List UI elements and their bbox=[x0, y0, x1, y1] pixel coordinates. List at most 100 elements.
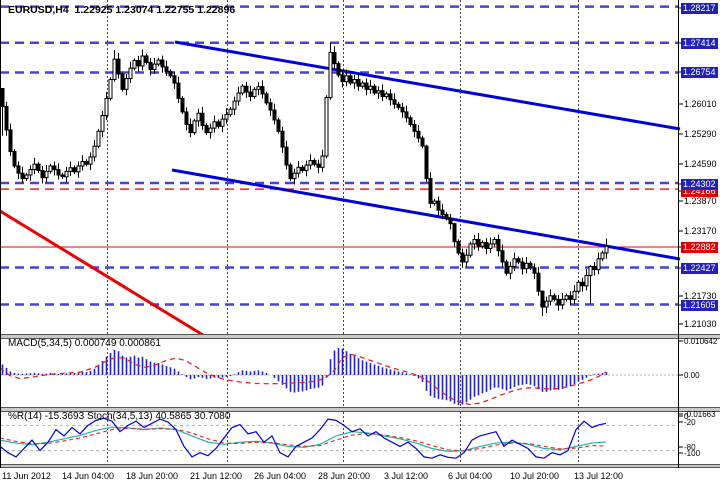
bear-candle bbox=[268, 102, 273, 111]
bear-candle bbox=[412, 124, 417, 132]
price-tick-label: 1.24590 bbox=[684, 159, 717, 169]
bull-candle bbox=[308, 160, 313, 166]
bear-candle bbox=[272, 109, 277, 121]
pane-separator[interactable] bbox=[0, 334, 720, 339]
bear-candle bbox=[476, 238, 481, 247]
bull-candle bbox=[156, 59, 161, 65]
bear-candle bbox=[84, 160, 89, 165]
bull-candle bbox=[604, 245, 609, 254]
wpr-value: -15.3693 bbox=[44, 411, 85, 422]
ohlc-high: 1.23074 bbox=[115, 4, 154, 16]
price-tick-label: 1.21730 bbox=[684, 291, 717, 301]
bear-candle bbox=[364, 82, 369, 90]
ohlc-title: EURUSD,H4 1.22925 1.23074 1.22755 1.2289… bbox=[8, 4, 235, 16]
bear-candle bbox=[348, 75, 353, 84]
bull-candle bbox=[132, 60, 137, 69]
bull-candle bbox=[96, 130, 101, 147]
bear-candle bbox=[288, 164, 293, 180]
bear-candle bbox=[216, 121, 221, 127]
pane-separator[interactable] bbox=[0, 407, 720, 412]
pane-separator[interactable] bbox=[0, 464, 720, 468]
bull-candle bbox=[68, 167, 73, 172]
bull-candle bbox=[480, 242, 485, 247]
price-level-box-blue: 1.27414 bbox=[681, 38, 718, 49]
time-axis-label: 26 Jun 04:00 bbox=[254, 471, 307, 481]
channel-upper[interactable] bbox=[174, 40, 681, 131]
price-level-box-blue: 1.21605 bbox=[681, 300, 718, 311]
bull-candle bbox=[320, 155, 325, 168]
bull-candle bbox=[24, 174, 29, 180]
bull-candle bbox=[28, 169, 33, 176]
bear-candle bbox=[316, 163, 321, 168]
bull-candle bbox=[128, 67, 133, 80]
bull-candle bbox=[240, 85, 245, 94]
bull-candle bbox=[384, 93, 389, 98]
time-axis-label: 10 Jul 20:00 bbox=[510, 471, 560, 481]
price-level-box-blue: 1.28217 bbox=[681, 3, 718, 14]
bull-candle bbox=[600, 252, 605, 260]
bear-candle bbox=[484, 242, 489, 249]
bear-candle bbox=[408, 117, 413, 126]
bull-candle bbox=[224, 114, 229, 120]
bear-candle bbox=[276, 119, 281, 132]
bear-candle bbox=[56, 169, 61, 176]
williams-percent-r-line bbox=[0, 417, 607, 459]
bull-candle bbox=[468, 243, 473, 256]
bear-candle bbox=[336, 63, 341, 76]
bear-candle bbox=[148, 61, 153, 71]
bull-candle bbox=[576, 281, 581, 292]
bull-candle bbox=[564, 295, 569, 300]
bull-candle bbox=[100, 115, 105, 132]
bear-trendline[interactable] bbox=[0, 209, 204, 337]
bull-candle bbox=[80, 160, 85, 167]
bear-candle bbox=[404, 111, 409, 119]
bull-candle bbox=[596, 258, 601, 271]
bear-candle bbox=[4, 105, 9, 131]
bear-candle bbox=[184, 111, 189, 126]
bear-candle bbox=[400, 106, 405, 113]
bear-candle bbox=[244, 85, 249, 93]
bear-candle bbox=[504, 261, 509, 274]
bear-candle bbox=[136, 60, 141, 67]
time-axis-label: 14 Jun 04:00 bbox=[62, 471, 115, 481]
bull-candle bbox=[304, 164, 309, 171]
bear-candle bbox=[188, 124, 193, 134]
macd-signal-line bbox=[0, 353, 607, 406]
bear-candle bbox=[420, 137, 425, 147]
bear-candle bbox=[540, 290, 545, 308]
bear-candle bbox=[556, 298, 561, 306]
bull-candle bbox=[472, 238, 477, 245]
price-level-box-blue: 1.26754 bbox=[681, 67, 718, 78]
bear-candle bbox=[392, 99, 397, 105]
price-tick-label: 1.23870 bbox=[684, 196, 717, 206]
bull-candle bbox=[572, 290, 577, 300]
macd-main-value: 0.000749 bbox=[74, 338, 117, 349]
ohlc-open: 1.22925 bbox=[74, 4, 113, 16]
bull-candle bbox=[524, 262, 529, 270]
wpr-scale-label: 0 bbox=[684, 412, 689, 421]
bear-candle bbox=[120, 73, 125, 90]
bear-candle bbox=[264, 93, 269, 104]
bear-candle bbox=[176, 82, 181, 99]
bear-candle bbox=[552, 295, 557, 300]
bull-candle bbox=[88, 156, 93, 165]
bear-candle bbox=[356, 78, 361, 87]
bear-candle bbox=[168, 70, 173, 77]
bear-candle bbox=[444, 214, 449, 219]
bull-candle bbox=[488, 243, 493, 249]
time-axis-label: 18 Jun 20:00 bbox=[126, 471, 179, 481]
bull-candle bbox=[228, 108, 233, 116]
bull-candle bbox=[232, 100, 237, 110]
channel-lower[interactable] bbox=[171, 168, 681, 261]
bull-candle bbox=[64, 170, 69, 178]
bear-candle bbox=[72, 167, 77, 173]
bear-candle bbox=[12, 151, 17, 167]
bear-candle bbox=[436, 200, 441, 211]
current-price-box: 1.22882 bbox=[681, 242, 718, 253]
bull-candle bbox=[588, 265, 593, 276]
bull-candle bbox=[328, 51, 333, 98]
bear-candle bbox=[580, 281, 585, 287]
bear-candle bbox=[592, 265, 597, 271]
